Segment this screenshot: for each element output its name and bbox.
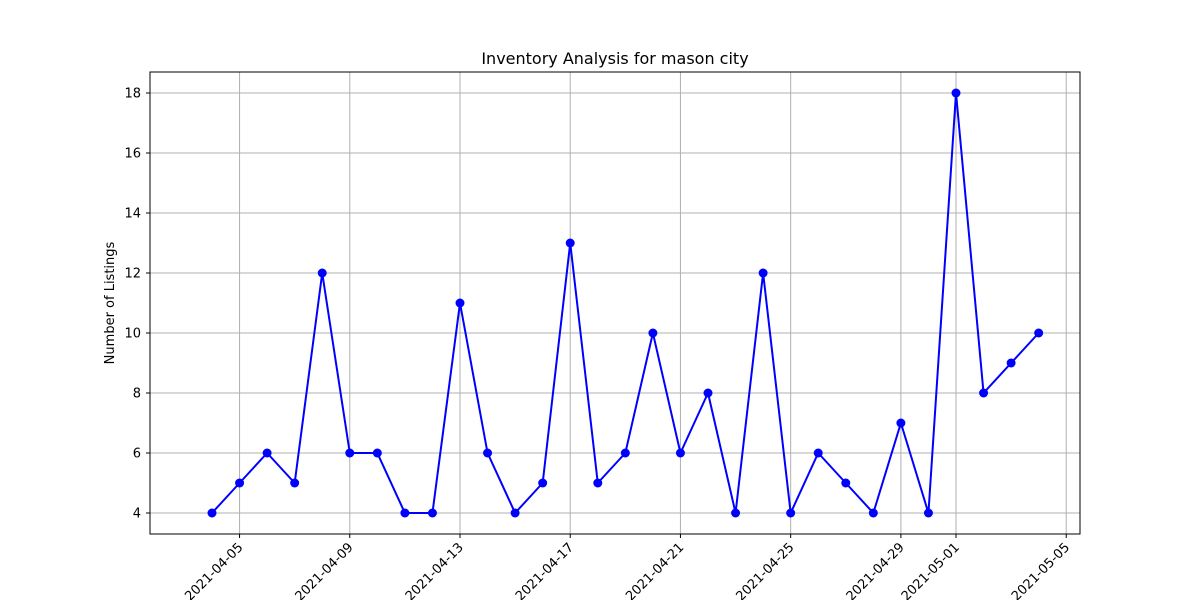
data-point bbox=[841, 478, 851, 488]
data-point bbox=[675, 448, 685, 458]
y-tick-label: 6 bbox=[133, 447, 141, 462]
chart-title: Inventory Analysis for mason city bbox=[481, 49, 748, 68]
data-point bbox=[620, 448, 630, 458]
data-point bbox=[538, 478, 548, 488]
axes-frame bbox=[149, 71, 1081, 535]
y-tick-label: 12 bbox=[124, 267, 141, 282]
data-point bbox=[786, 508, 796, 518]
y-tick-label: 4 bbox=[133, 507, 141, 522]
data-point bbox=[593, 478, 603, 488]
data-point bbox=[427, 508, 437, 518]
data-point bbox=[317, 268, 327, 278]
data-point bbox=[1034, 328, 1044, 338]
y-tick-label: 18 bbox=[124, 87, 141, 102]
data-point bbox=[207, 508, 217, 518]
data-point bbox=[345, 448, 355, 458]
data-point bbox=[565, 238, 575, 248]
data-point bbox=[1006, 358, 1016, 368]
data-point bbox=[372, 448, 382, 458]
data-point bbox=[758, 268, 768, 278]
data-point bbox=[262, 448, 272, 458]
data-point bbox=[483, 448, 493, 458]
data-point bbox=[703, 388, 713, 398]
data-point bbox=[896, 418, 906, 428]
y-tick-label: 10 bbox=[124, 327, 141, 342]
data-point bbox=[400, 508, 410, 518]
y-tick-label: 14 bbox=[124, 207, 141, 222]
data-point bbox=[510, 508, 520, 518]
data-point bbox=[813, 448, 823, 458]
y-tick-label: 16 bbox=[124, 147, 141, 162]
data-point bbox=[290, 478, 300, 488]
data-point bbox=[235, 478, 245, 488]
data-point bbox=[455, 298, 465, 308]
data-point bbox=[648, 328, 658, 338]
data-point bbox=[731, 508, 741, 518]
data-point bbox=[979, 388, 989, 398]
data-point bbox=[923, 508, 933, 518]
data-point bbox=[951, 88, 961, 98]
data-point bbox=[868, 508, 878, 518]
y-axis-label: Number of Listings bbox=[103, 241, 118, 364]
y-tick-label: 8 bbox=[133, 387, 141, 402]
